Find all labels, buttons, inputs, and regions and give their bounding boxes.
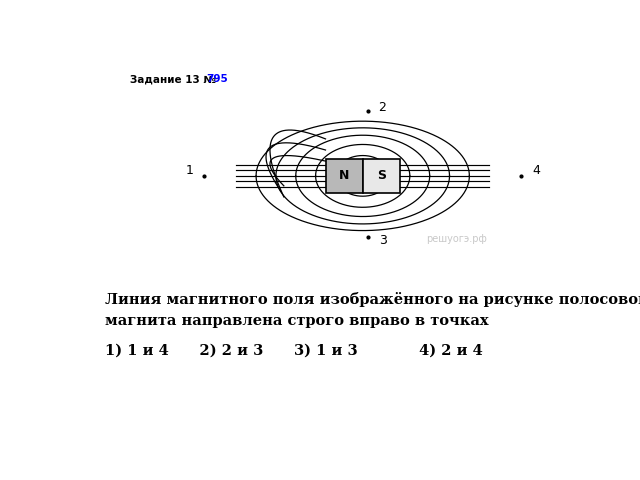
Text: 1: 1: [185, 164, 193, 177]
Text: магнита направлена строго вправо в точках: магнита направлена строго вправо в точка…: [105, 314, 488, 328]
Text: 795: 795: [207, 74, 228, 84]
Text: S: S: [377, 169, 386, 182]
Text: N: N: [339, 169, 349, 182]
Text: 4: 4: [532, 164, 540, 177]
Text: Задание 13 №: Задание 13 №: [129, 74, 219, 84]
Text: 1) 1 и 4      2) 2 и 3      3) 1 и 3            4) 2 и 4: 1) 1 и 4 2) 2 и 3 3) 1 и 3 4) 2 и 4: [105, 344, 483, 358]
Text: решуогэ.рф: решуогэ.рф: [426, 234, 488, 244]
Bar: [363, 159, 400, 192]
Text: 3: 3: [379, 234, 387, 247]
Bar: [326, 159, 363, 192]
Text: 2: 2: [379, 101, 387, 114]
Text: Линия магнитного поля изображённого на рисунке полосового: Линия магнитного поля изображённого на р…: [105, 292, 640, 307]
